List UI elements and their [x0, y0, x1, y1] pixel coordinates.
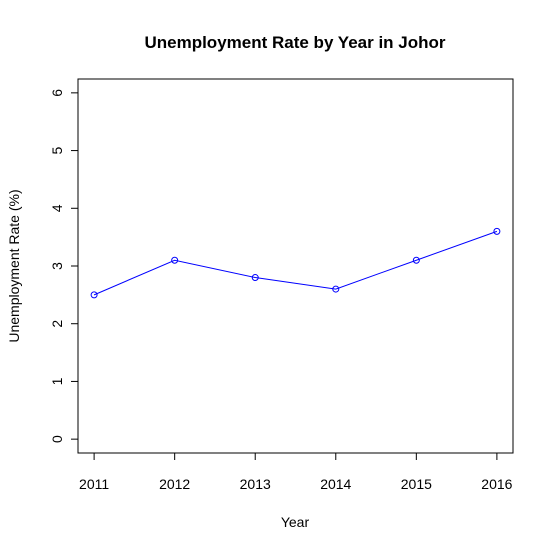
data-point — [332, 285, 340, 293]
y-tick-label: 1 — [49, 377, 65, 385]
series-layer — [90, 227, 501, 299]
y-tick-label: 0 — [49, 435, 65, 443]
x-tick-label: 2013 — [240, 476, 271, 492]
plot-frame — [77, 78, 514, 454]
data-point — [412, 256, 420, 264]
y-axis: 0 1 2 3 4 5 6 — [49, 89, 79, 443]
series-line — [93, 230, 498, 296]
data-point — [171, 256, 179, 264]
y-axis-label: Unemployment Rate (%) — [6, 189, 22, 342]
x-axis: 2011 2012 2013 2014 2015 2016 — [79, 452, 513, 492]
x-tick-label: 2011 — [79, 476, 109, 492]
x-tick-label: 2012 — [159, 476, 190, 492]
x-tick-label: 2016 — [481, 476, 512, 492]
y-tick-label: 5 — [49, 146, 65, 154]
data-point — [493, 227, 501, 235]
y-tick-label: 3 — [49, 262, 65, 270]
x-tick-label: 2014 — [320, 476, 351, 492]
data-point — [251, 274, 259, 282]
y-tick-label: 6 — [49, 89, 65, 97]
y-tick-label: 4 — [49, 204, 65, 212]
y-tick-label: 2 — [49, 320, 65, 328]
x-tick-label: 2015 — [401, 476, 432, 492]
x-axis-label: Year — [281, 514, 310, 530]
data-point — [90, 291, 98, 299]
chart-title: Unemployment Rate by Year in Johor — [144, 33, 445, 52]
